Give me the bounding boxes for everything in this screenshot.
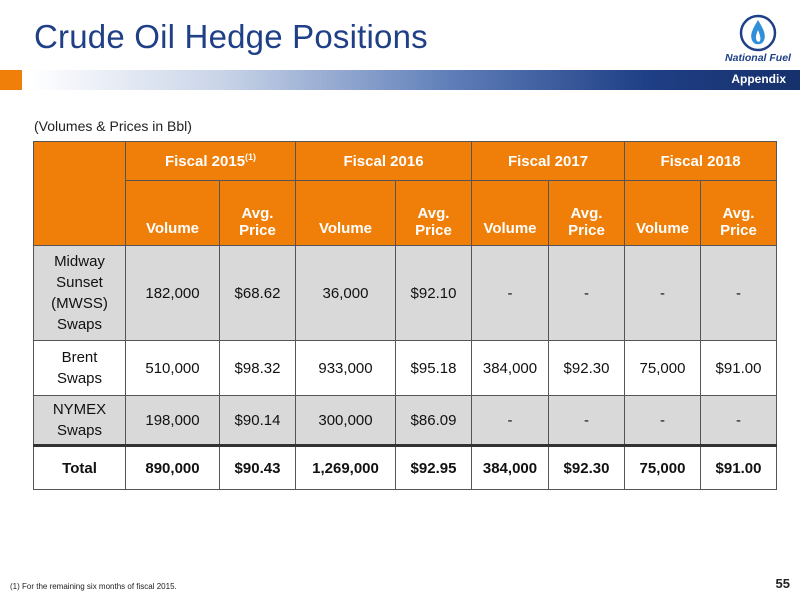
volume-header: Volume (295, 180, 396, 246)
table-cell: 182,000 (125, 245, 220, 341)
table-cell: - (471, 395, 549, 446)
page-number: 55 (775, 576, 790, 591)
price-header: Avg. Price (395, 180, 472, 246)
table-cell: - (548, 245, 625, 341)
table-cell: - (548, 395, 625, 446)
year-header: Fiscal 2015(1) (125, 141, 296, 181)
row-label: Midway Sunset (MWSS) Swaps (33, 245, 126, 341)
table-cell: 384,000 (471, 445, 549, 490)
table-cell: 1,269,000 (295, 445, 396, 490)
flame-icon (739, 14, 777, 52)
company-logo: National Fuel (722, 12, 794, 70)
table-cell: - (624, 395, 701, 446)
table-cell: - (471, 245, 549, 341)
price-header: Avg. Price (219, 180, 296, 246)
table-cell: 198,000 (125, 395, 220, 446)
row-label: NYMEX Swaps (33, 395, 126, 446)
table-cell: 75,000 (624, 445, 701, 490)
volume-header: Volume (125, 180, 220, 246)
page-title: Crude Oil Hedge Positions (34, 18, 428, 55)
year-header: Fiscal 2016 (295, 141, 472, 181)
logo-text: National Fuel (725, 52, 791, 64)
table-row: Brent Swaps 510,000 $98.32 933,000 $95.18… (33, 340, 777, 396)
table-cell: - (700, 395, 777, 446)
table-cell: $91.00 (700, 445, 777, 490)
hedge-table: Fiscal 2015(1) Fiscal 2016 Fiscal 2017 F… (33, 141, 777, 490)
table-row: Midway Sunset (MWSS) Swaps 182,000 $68.62 3… (33, 245, 777, 341)
table-cell: 890,000 (125, 445, 220, 490)
table-cell: - (624, 245, 701, 341)
table-row: NYMEX Swaps 198,000 $90.14 300,000 $86.09… (33, 395, 777, 446)
year-header: Fiscal 2017 (471, 141, 625, 181)
table-cell: $68.62 (219, 245, 296, 341)
row-label: Brent Swaps (33, 340, 126, 396)
section-tag: Appendix (731, 72, 786, 86)
total-row: Total 890,000 $90.43 1,269,000 $92.95 38… (33, 445, 777, 490)
volume-header: Volume (624, 180, 701, 246)
header-bar (30, 70, 800, 90)
year-header: Fiscal 2018 (624, 141, 777, 181)
table-cell: 300,000 (295, 395, 396, 446)
table-cell: $90.43 (219, 445, 296, 490)
table-cell: 933,000 (295, 340, 396, 396)
table-cell: $98.32 (219, 340, 296, 396)
table-cell: - (700, 245, 777, 341)
table-cell: $91.00 (700, 340, 777, 396)
accent-block (0, 70, 22, 90)
table-caption: (Volumes & Prices in Bbl) (34, 118, 192, 134)
table-cell: $92.30 (548, 445, 625, 490)
price-header: Avg. Price (700, 180, 777, 246)
table-cell: $92.95 (395, 445, 472, 490)
table-cell: $92.30 (548, 340, 625, 396)
table-cell: $90.14 (219, 395, 296, 446)
table-cell: $95.18 (395, 340, 472, 396)
row-label: Total (33, 445, 126, 490)
table-cell: 510,000 (125, 340, 220, 396)
corner-cell (33, 141, 126, 246)
table-cell: 75,000 (624, 340, 701, 396)
price-header: Avg. Price (548, 180, 625, 246)
table-cell: $92.10 (395, 245, 472, 341)
footnote: (1) For the remaining six months of fisc… (10, 582, 177, 591)
table-cell: 36,000 (295, 245, 396, 341)
table-cell: $86.09 (395, 395, 472, 446)
table-cell: 384,000 (471, 340, 549, 396)
volume-header: Volume (471, 180, 549, 246)
